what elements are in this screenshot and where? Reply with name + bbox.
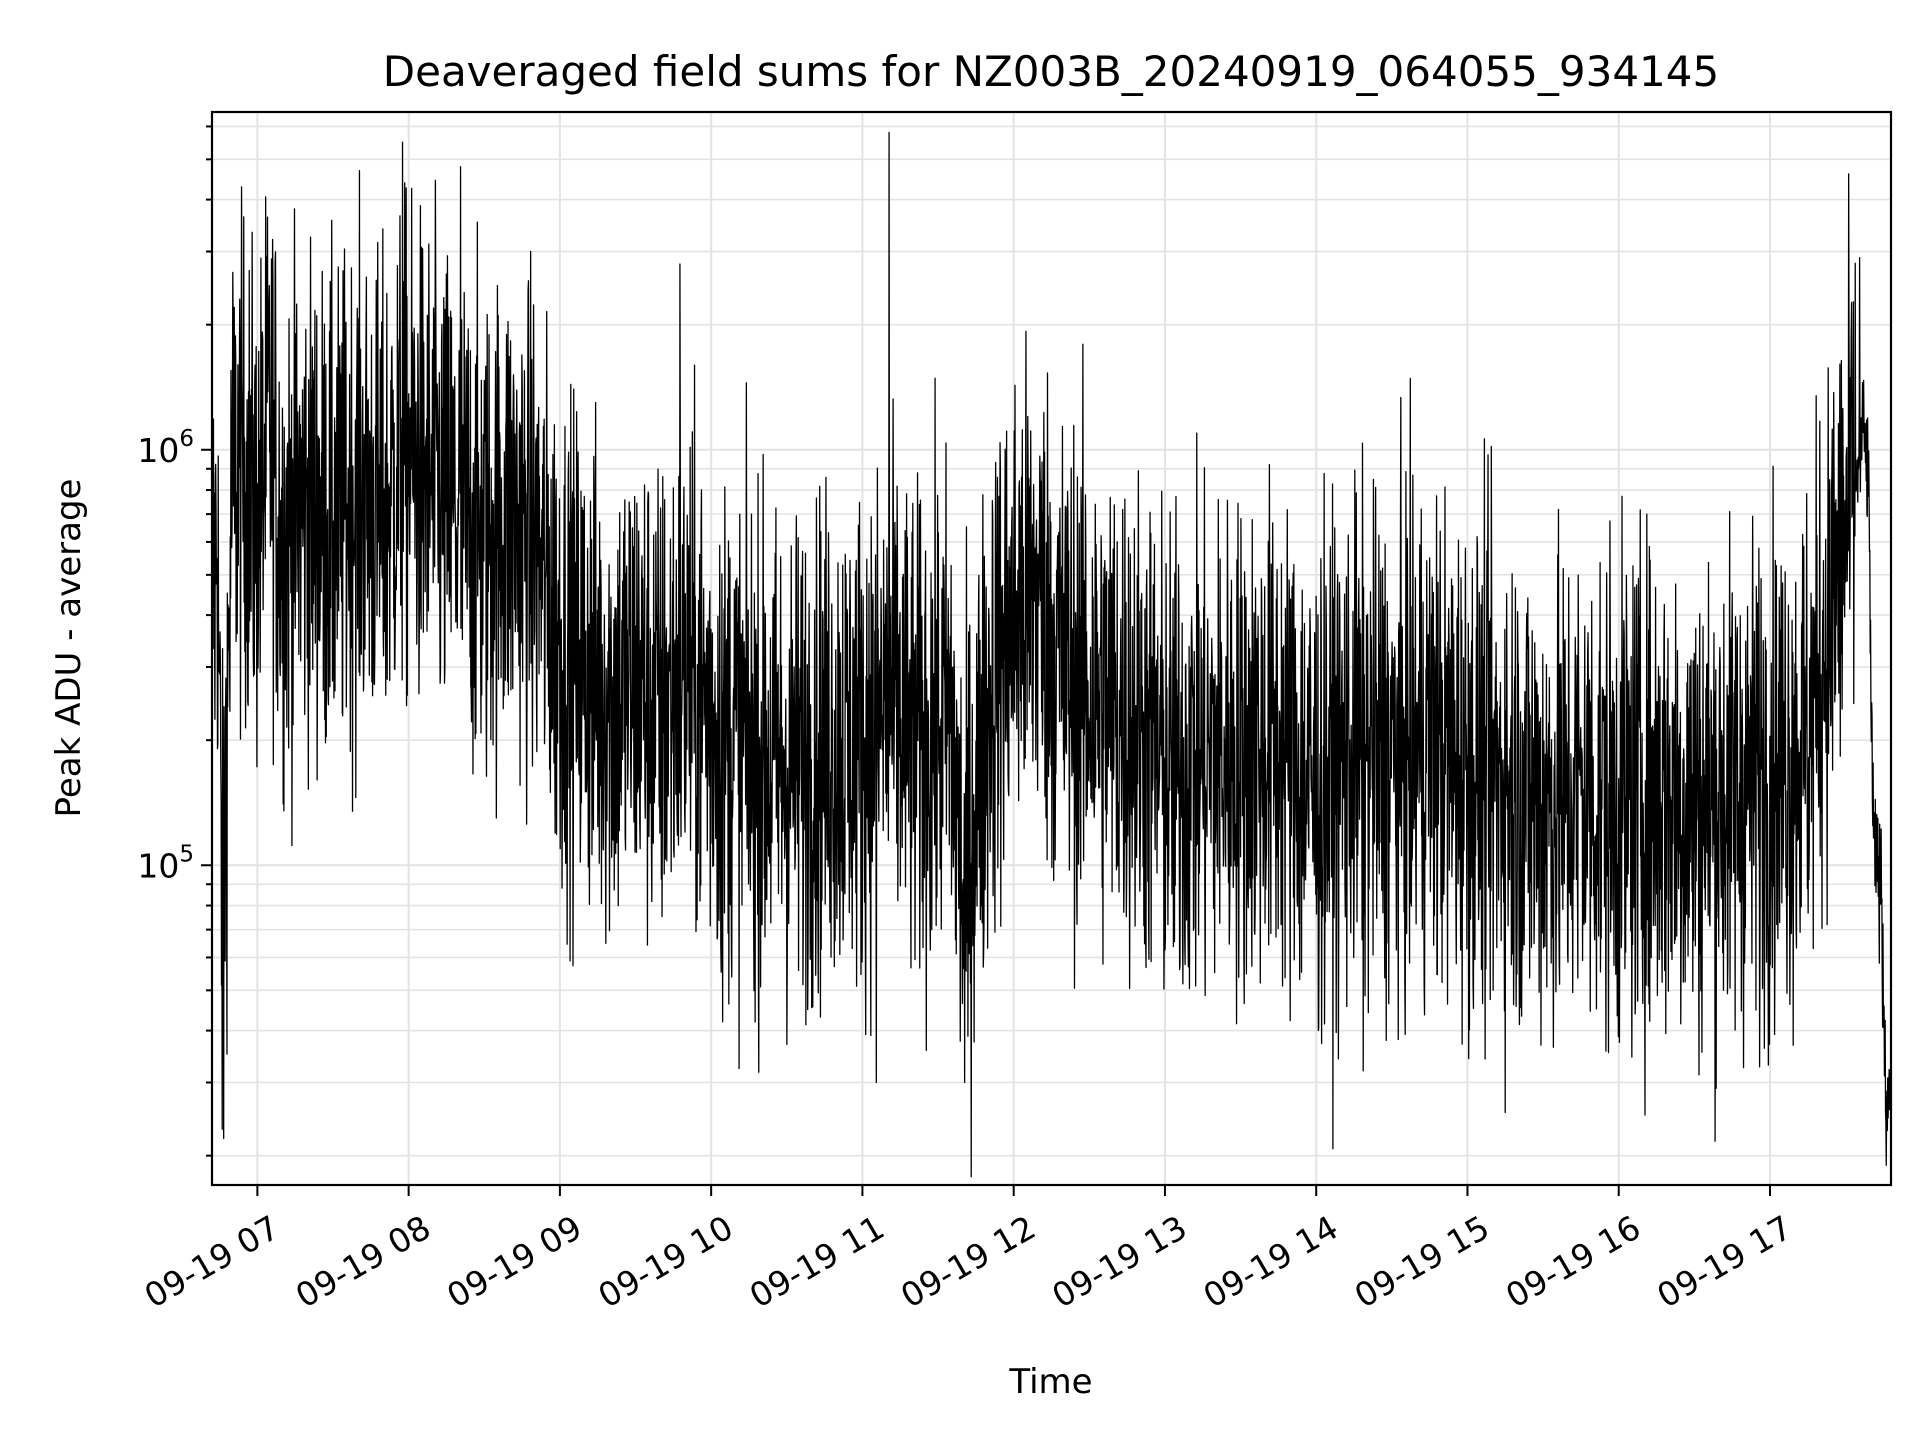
y-axis-label: Peak ADU - average [49, 479, 89, 818]
y-tick-base: 10 [137, 846, 179, 885]
x-tick-label: 09-19 15 [1348, 1208, 1496, 1316]
x-tick-label: 09-19 11 [743, 1208, 891, 1316]
plot-frame [210, 110, 1893, 1187]
y-tick-exponent: 5 [179, 841, 194, 867]
x-tick-label: 09-19 14 [1197, 1208, 1345, 1316]
x-axis-label: Time [1008, 1362, 1092, 1402]
y-tick-base: 10 [137, 431, 179, 470]
y-tick-label: 105 [137, 841, 194, 885]
x-tick-label: 09-19 17 [1650, 1208, 1798, 1316]
x-tick-label: 09-19 08 [289, 1208, 437, 1316]
x-tick-label: 09-19 09 [440, 1208, 588, 1316]
x-tick-label: 09-19 13 [1045, 1208, 1193, 1316]
chart-title: Deaveraged field sums for NZ003B_2024091… [383, 47, 1719, 96]
grid [212, 112, 1891, 1185]
x-tick-label: 09-19 12 [894, 1208, 1042, 1316]
y-tick-label: 106 [137, 426, 194, 470]
x-tick-label: 09-19 16 [1499, 1208, 1647, 1316]
series-line [211, 131, 1892, 1178]
x-tick-label: 09-19 07 [138, 1208, 286, 1316]
x-tick-label: 09-19 10 [592, 1208, 740, 1316]
y-tick-exponent: 6 [179, 426, 194, 452]
